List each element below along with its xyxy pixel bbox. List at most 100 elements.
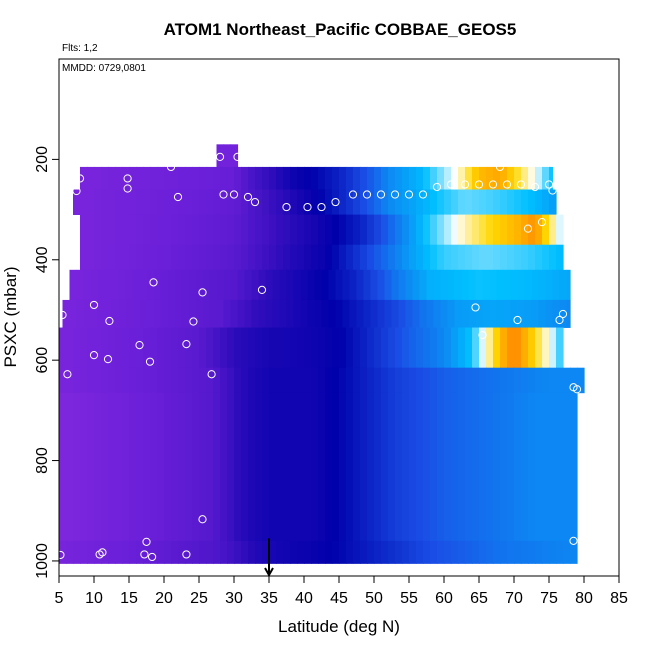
heatmap-cell (164, 244, 172, 271)
heatmap-cell (300, 299, 309, 328)
heatmap-cell (353, 189, 361, 216)
heatmap-cell (318, 189, 326, 216)
heatmap-cell (381, 540, 389, 564)
heatmap-cell (356, 299, 365, 328)
heatmap-cell (339, 166, 347, 190)
heatmap-cell (381, 392, 389, 542)
heatmap-cell (374, 244, 382, 271)
heatmap-cell (192, 392, 200, 542)
heatmap-cell (405, 299, 414, 328)
heatmap-cell (150, 244, 158, 271)
heatmap-cell (423, 367, 431, 394)
heatmap-cell (528, 244, 536, 271)
heatmap-cell (500, 189, 508, 216)
heatmap-cell (451, 367, 459, 394)
heatmap-cell (199, 166, 207, 190)
obs-point (166, 162, 176, 172)
obs-point (198, 288, 207, 297)
heatmap-cell (195, 269, 204, 301)
heatmap-cell (223, 299, 232, 328)
obs-point (404, 190, 414, 199)
obs-point (189, 317, 198, 326)
obs-point (523, 224, 533, 233)
heatmap-cell (192, 367, 200, 394)
heatmap-cell (237, 269, 246, 301)
heatmap-cell (384, 269, 393, 301)
heatmap-cell (136, 327, 144, 369)
heatmap-cell (458, 540, 466, 564)
x-tick-label: 15 (120, 590, 138, 607)
heatmap-cell (178, 214, 186, 246)
heatmap-cell (556, 367, 564, 394)
obs-point (215, 152, 225, 161)
heatmap-cell (377, 269, 386, 301)
heatmap-cell (283, 367, 291, 394)
heatmap-cell (192, 327, 200, 369)
heatmap-cell (174, 269, 183, 301)
heatmap-cell (216, 299, 225, 328)
heatmap-cell (339, 327, 347, 369)
heatmap-cell (255, 367, 263, 394)
heatmap-cell (444, 327, 452, 369)
heatmap-cell (220, 540, 228, 564)
heatmap-cell (304, 244, 312, 271)
heatmap-cell (279, 299, 288, 328)
heatmap-cell (178, 327, 186, 369)
obs-point (257, 285, 267, 294)
heatmap-cell (444, 244, 452, 271)
heatmap-cell (297, 189, 305, 216)
heatmap-cell (258, 269, 267, 301)
heatmap-cell (143, 540, 151, 564)
obs-point (105, 316, 114, 326)
obs-point (148, 552, 157, 562)
heatmap-cell (314, 299, 323, 328)
heatmap-cell (150, 166, 158, 190)
heatmap-cell (304, 214, 312, 246)
heatmap-cell (136, 214, 144, 246)
obs-point (198, 515, 207, 524)
heatmap-cell (332, 166, 340, 190)
heatmap-cell (458, 189, 466, 216)
heatmap-cell (255, 327, 263, 369)
heatmap-cell (87, 166, 95, 190)
heatmap-cell (94, 244, 102, 271)
heatmap-cell (192, 244, 200, 271)
heatmap-cell (451, 392, 459, 542)
heatmap-cell (258, 299, 267, 328)
heatmap-cell (384, 299, 393, 328)
heatmap-cell (402, 327, 410, 369)
heatmap-cell (472, 189, 480, 216)
heatmap-cell (227, 166, 235, 190)
heatmap-cell (374, 166, 382, 190)
heatmap-cell (297, 214, 305, 246)
heatmap-cell (199, 244, 207, 271)
heatmap-cell (122, 214, 130, 246)
obs-point (135, 341, 144, 350)
heatmap-cell (465, 166, 473, 190)
heatmap-cell (377, 299, 386, 328)
heatmap-cell (115, 166, 123, 190)
heatmap-cell (73, 392, 81, 542)
heatmap-cell (514, 540, 522, 564)
heatmap-cell (227, 327, 235, 369)
heatmap-cell (514, 367, 522, 394)
heatmap-cell (164, 392, 172, 542)
heatmap-cell (353, 392, 361, 542)
heatmap-cell (395, 166, 403, 190)
heatmap-cell (332, 189, 340, 216)
heatmap-cell (437, 367, 445, 394)
heatmap-cell (241, 392, 249, 542)
heatmap-cell (101, 540, 109, 564)
heatmap-cell (248, 244, 256, 271)
obs-point (56, 550, 65, 560)
heatmap-cell (465, 244, 473, 271)
heatmap-cell (437, 214, 445, 246)
heatmap-cell (164, 367, 172, 394)
heatmap-cell (150, 327, 158, 369)
heatmap-cell (454, 269, 463, 301)
heatmap-cell (73, 327, 81, 369)
x-tick-label: 40 (295, 590, 313, 607)
heatmap-cell (479, 214, 487, 246)
heatmap-cell (535, 166, 543, 190)
heatmap-cell (269, 189, 277, 216)
